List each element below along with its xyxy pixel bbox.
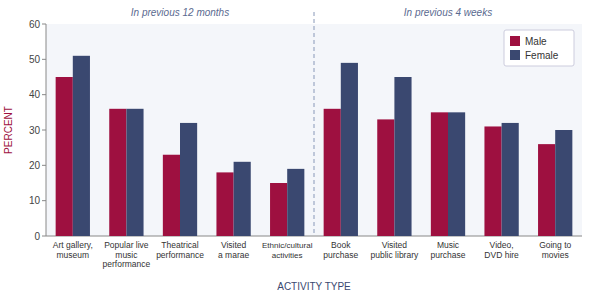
bar — [234, 162, 251, 236]
bar — [73, 56, 90, 236]
chart: 0 10 20 30 40 50 60 In previous 12 months In pre… — [0, 0, 590, 296]
bar — [341, 63, 358, 236]
y-tick — [42, 59, 46, 60]
y-tick-label: 10 — [29, 195, 41, 206]
x-axis-label: ACTIVITY TYPE — [277, 281, 351, 292]
y-tick-label: 0 — [34, 231, 40, 242]
y-tick — [42, 165, 46, 166]
bar — [555, 130, 572, 236]
bar — [216, 172, 233, 236]
legend-swatch — [510, 36, 520, 46]
y-tick — [42, 236, 46, 237]
x-tick-label: Bookpurchase — [323, 240, 358, 260]
x-tick-label: Visitedpublic library — [371, 240, 419, 260]
x-tick-label: Ethnic/culturalactivities — [262, 241, 313, 260]
y-axis-label: PERCENT — [3, 106, 14, 154]
legend-swatch — [510, 50, 520, 60]
bar — [163, 155, 180, 236]
bar — [324, 109, 341, 236]
bar — [394, 77, 411, 236]
annotation: In previous 4 weeks — [404, 7, 492, 18]
x-tick-label: Popular livemusicperformance — [103, 240, 151, 269]
bar — [109, 109, 126, 236]
legend-label: Male — [525, 36, 547, 47]
x-tick-label: Art gallery,museum — [53, 240, 93, 260]
x-tick-label: Video,DVD hire — [484, 240, 519, 260]
x-tick-label: Going tomovies — [539, 240, 571, 260]
y-axis-line — [46, 24, 47, 236]
bar — [270, 183, 287, 236]
y-tick-label: 40 — [29, 89, 41, 100]
bar — [377, 119, 394, 236]
bar — [431, 112, 448, 236]
bar — [56, 77, 73, 236]
divider — [314, 12, 315, 236]
y-tick — [42, 24, 46, 25]
x-tick-label: Musicpurchase — [431, 240, 466, 260]
bar — [538, 144, 555, 236]
y-tick — [42, 200, 46, 201]
y-tick — [42, 94, 46, 95]
legend-box — [504, 30, 574, 66]
y-tick-label: 60 — [29, 19, 41, 30]
bar — [126, 109, 143, 236]
y-tick-label: 20 — [29, 160, 41, 171]
y-tick — [42, 130, 46, 131]
annotation: In previous 12 months — [131, 7, 229, 18]
y-tick-label: 30 — [29, 125, 41, 136]
bar — [448, 112, 465, 236]
y-tick-label: 50 — [29, 54, 41, 65]
bar — [287, 169, 304, 236]
x-tick-label: Visiteda marae — [218, 240, 249, 260]
legend: Male Female — [504, 30, 574, 66]
bar — [502, 123, 519, 236]
legend-label: Female — [525, 50, 559, 61]
bar — [484, 126, 501, 236]
bar — [180, 123, 197, 236]
x-tick-label: Theatricalperformance — [156, 240, 204, 260]
